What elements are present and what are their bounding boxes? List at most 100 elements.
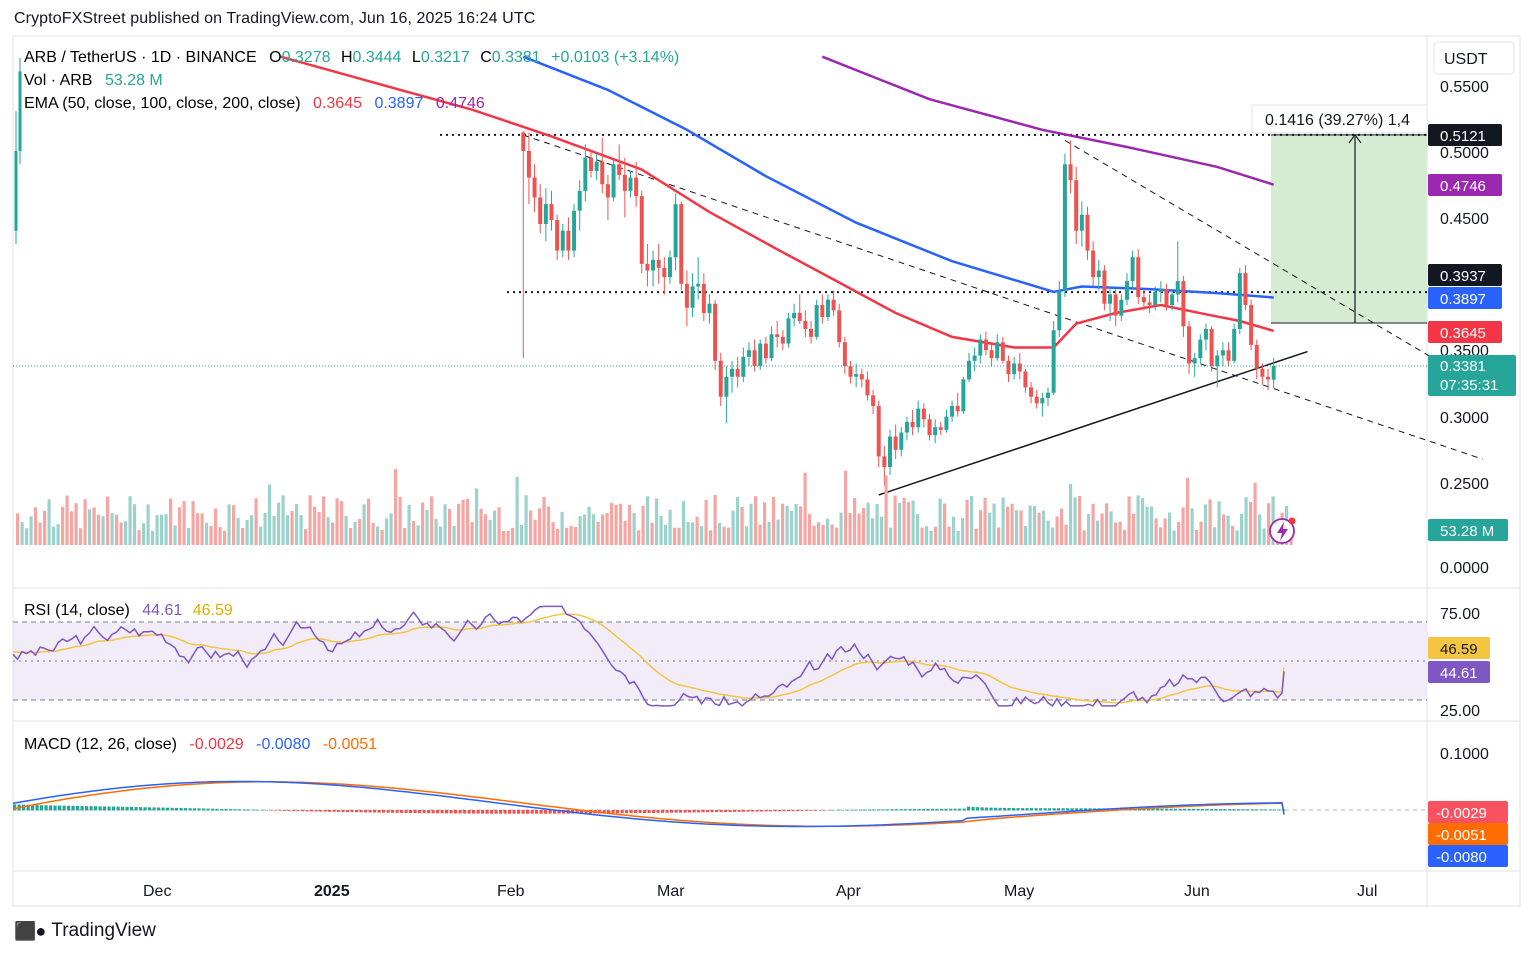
candle-body bbox=[1153, 291, 1158, 306]
legend-close: 0.3381 bbox=[492, 49, 541, 66]
macd-hist-bar bbox=[877, 809, 881, 811]
volume-bar bbox=[1231, 525, 1235, 545]
volume-bar bbox=[110, 513, 114, 545]
tag-rsi-ma: 46.59 bbox=[1428, 637, 1490, 659]
candle-body bbox=[972, 355, 977, 361]
macd-hist-bar bbox=[395, 810, 399, 813]
macd-hist-bar bbox=[283, 810, 287, 811]
candle-body bbox=[1215, 355, 1220, 367]
macd-hist-bar bbox=[683, 810, 687, 813]
macd-hist-bar bbox=[175, 807, 179, 811]
volume-bar bbox=[133, 504, 137, 545]
volume-bar bbox=[916, 514, 920, 545]
volume-bar bbox=[1033, 506, 1037, 545]
macd-hist-bar bbox=[238, 809, 242, 811]
volume-bar bbox=[803, 472, 807, 545]
candlesticks bbox=[14, 58, 1276, 486]
volume-bar bbox=[434, 518, 438, 545]
volume-bar bbox=[169, 498, 173, 545]
macd-hist-bar bbox=[292, 810, 296, 812]
volume-bar bbox=[250, 515, 254, 545]
candle-body bbox=[718, 360, 723, 397]
macd-hist-bar bbox=[107, 806, 111, 811]
macd-hist-bar bbox=[85, 806, 89, 811]
volume-bar bbox=[970, 495, 974, 545]
volume-bar bbox=[574, 526, 578, 545]
macd-hist-bar bbox=[467, 810, 471, 814]
volume-bar bbox=[515, 476, 519, 545]
legend-rsi-ma-value: 46.59 bbox=[193, 602, 233, 619]
volume-bar bbox=[623, 520, 627, 545]
volume-bar bbox=[812, 525, 816, 545]
horizontal-levels[interactable] bbox=[440, 133, 1427, 294]
candle-body bbox=[1102, 270, 1107, 304]
price-tick: 0.5000 bbox=[1440, 145, 1489, 162]
candle-body bbox=[865, 379, 870, 396]
volume-bar bbox=[200, 513, 204, 545]
tag-ema50: 0.3645 bbox=[1428, 321, 1502, 343]
macd-hist-bar bbox=[1043, 808, 1047, 811]
measure-tool[interactable]: 0.1416 (39.27%) 1,4 bbox=[1251, 104, 1428, 324]
volume-bar bbox=[1055, 516, 1059, 545]
trendlines[interactable] bbox=[523, 134, 1483, 496]
time-tick: Apr bbox=[836, 883, 862, 900]
currency-box[interactable] bbox=[1433, 41, 1515, 75]
volume-bar bbox=[1150, 506, 1154, 545]
macd-hist-bar bbox=[94, 806, 98, 811]
volume-bar bbox=[79, 528, 83, 545]
volume-bar bbox=[272, 516, 276, 545]
macd-hist-bar bbox=[197, 808, 201, 811]
candle-body bbox=[696, 283, 701, 287]
price-tick: 0.4500 bbox=[1440, 211, 1489, 228]
volume-bar bbox=[637, 530, 641, 545]
candle-body bbox=[961, 379, 966, 412]
candle-body bbox=[684, 283, 689, 308]
volume-bar bbox=[29, 516, 33, 545]
candle-body bbox=[746, 350, 751, 357]
volume-bars bbox=[16, 469, 1293, 545]
volume-bar bbox=[1186, 477, 1190, 545]
macd-hist-bar bbox=[724, 810, 728, 813]
macd-hist-bar bbox=[35, 805, 39, 811]
time-tick: Jul bbox=[1357, 883, 1377, 900]
macd-hist-bar bbox=[733, 810, 737, 812]
macd-hist-bar bbox=[454, 810, 458, 814]
volume-bar bbox=[326, 516, 330, 545]
macd-hist-bar bbox=[1223, 809, 1227, 811]
volume-bar bbox=[344, 515, 348, 545]
candle-body bbox=[1181, 281, 1186, 327]
candle-body bbox=[944, 416, 949, 430]
macd-hist-bar bbox=[1214, 809, 1218, 811]
macd-hist-bar bbox=[427, 810, 431, 814]
candle-body bbox=[1266, 376, 1271, 380]
volume-bar bbox=[182, 501, 186, 545]
macd-hist-bar bbox=[1003, 807, 1007, 811]
volume-bar bbox=[1037, 512, 1041, 545]
volume-bar bbox=[475, 488, 479, 545]
volume-bar bbox=[380, 529, 384, 545]
macd-hist-bar bbox=[895, 809, 899, 811]
volume-bar bbox=[889, 527, 893, 545]
macd-hist-bar bbox=[31, 804, 35, 811]
lightning-icon[interactable] bbox=[1269, 517, 1296, 544]
volume-bar bbox=[704, 499, 708, 545]
volume-bar bbox=[817, 522, 821, 545]
tag-ema200-text: 0.4746 bbox=[1440, 178, 1486, 195]
volume-bar bbox=[52, 526, 56, 545]
volume-bar bbox=[772, 496, 776, 545]
volume-bar bbox=[308, 495, 312, 545]
macd-hist-bar bbox=[440, 810, 444, 814]
volume-bar bbox=[907, 502, 911, 545]
macd-hist-bar bbox=[1192, 808, 1196, 811]
volume-bar bbox=[385, 518, 389, 545]
candle-body bbox=[786, 318, 791, 344]
candle-body bbox=[1096, 270, 1101, 278]
candle-body bbox=[679, 204, 684, 284]
macd-hist-bar bbox=[620, 810, 624, 814]
volume-bar bbox=[1267, 503, 1271, 545]
price-tick: 0.5500 bbox=[1440, 79, 1489, 96]
legend-ema50: 0.3645 bbox=[313, 95, 362, 112]
candle-body bbox=[893, 436, 898, 450]
legend-volume-value: 53.28 M bbox=[105, 72, 163, 89]
